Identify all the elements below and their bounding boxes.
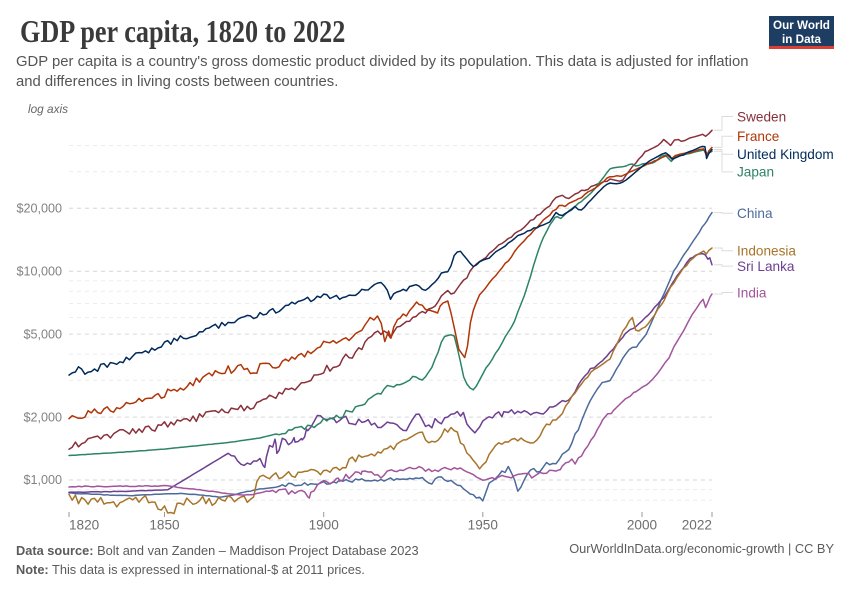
svg-text:2000: 2000 bbox=[627, 518, 658, 533]
svg-text:$10,000: $10,000 bbox=[16, 264, 62, 278]
svg-text:1820: 1820 bbox=[69, 518, 100, 533]
svg-text:United Kingdom: United Kingdom bbox=[737, 147, 834, 162]
svg-text:Indonesia: Indonesia bbox=[737, 244, 796, 259]
svg-text:France: France bbox=[737, 129, 779, 144]
svg-text:Japan: Japan bbox=[737, 165, 774, 180]
svg-text:$2,000: $2,000 bbox=[23, 410, 62, 424]
svg-text:$5,000: $5,000 bbox=[23, 327, 62, 341]
svg-text:Sweden: Sweden bbox=[737, 109, 786, 124]
svg-text:Sri Lanka: Sri Lanka bbox=[737, 259, 795, 274]
svg-text:2022: 2022 bbox=[682, 518, 712, 533]
svg-text:China: China bbox=[737, 206, 773, 221]
svg-text:1850: 1850 bbox=[149, 518, 180, 533]
svg-text:$20,000: $20,000 bbox=[16, 202, 62, 216]
svg-text:1950: 1950 bbox=[468, 518, 499, 533]
svg-text:1900: 1900 bbox=[309, 518, 340, 533]
svg-text:India: India bbox=[737, 285, 767, 300]
svg-text:$1,000: $1,000 bbox=[23, 473, 62, 487]
